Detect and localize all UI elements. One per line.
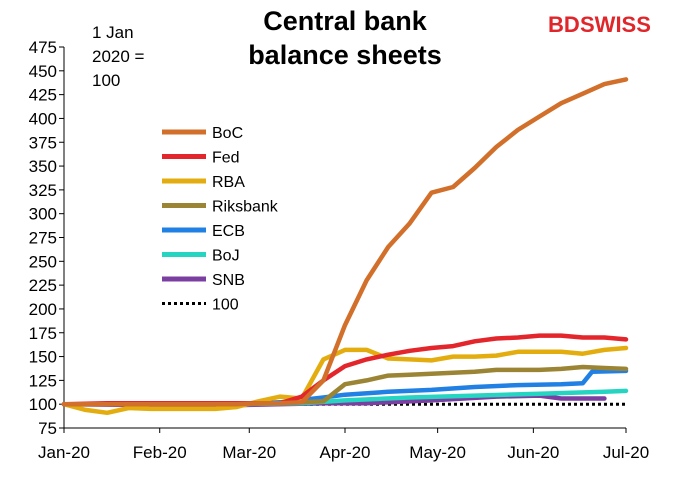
series-line-rba xyxy=(61,345,629,416)
legend-label-ecb: ECB xyxy=(212,223,245,240)
x-tick-label: Jul-20 xyxy=(603,443,649,462)
y-tick-label: 300 xyxy=(29,205,57,224)
legend-label-rba: RBA xyxy=(212,174,245,191)
y-tick-label: 250 xyxy=(29,252,57,271)
y-tick-label: 175 xyxy=(29,324,57,343)
y-tick-label: 75 xyxy=(38,419,57,438)
legend-label-snb: SNB xyxy=(212,272,245,289)
legend-label-boc: BoC xyxy=(212,125,243,142)
x-axis-ticks: Jan-20 Feb-20 Mar-20 Apr-20 May-20 Jun-20 Jul-… xyxy=(38,428,649,462)
y-tick-label: 100 xyxy=(29,395,57,414)
y-tick-label: 450 xyxy=(29,62,57,81)
chart-title-line-1: Central bank xyxy=(263,6,428,36)
legend-label-riksbank: Riksbank xyxy=(212,199,279,216)
y-tick-label: 125 xyxy=(29,371,57,390)
y-tick-label: 400 xyxy=(29,109,57,128)
y-tick-label: 475 xyxy=(29,38,57,57)
legend-label-fed: Fed xyxy=(212,150,240,167)
index-note-line-3: 100 xyxy=(92,71,120,90)
legend: BoC Fed RBA Riksbank ECB BoJ SNB 100 xyxy=(162,125,279,314)
y-tick-label: 275 xyxy=(29,229,57,248)
index-note-line-1: 1 Jan xyxy=(92,23,134,42)
chart-title-line-2: balance sheets xyxy=(248,40,442,70)
y-tick-label: 225 xyxy=(29,276,57,295)
x-tick-label: Jun-20 xyxy=(507,443,559,462)
brand-logo: BD SWISS xyxy=(548,12,651,37)
index-note-line-2: 2020 = xyxy=(92,47,145,66)
x-tick-label: Feb-20 xyxy=(133,443,187,462)
x-tick-label: Jan-20 xyxy=(38,443,90,462)
x-tick-label: Mar-20 xyxy=(222,443,276,462)
y-tick-label: 150 xyxy=(29,348,57,367)
brand-logo-swiss: SWISS xyxy=(580,12,651,37)
series-lines xyxy=(61,77,629,416)
x-tick-label: May-20 xyxy=(409,443,466,462)
brand-logo-bd: BD xyxy=(548,12,580,37)
y-tick-label: 425 xyxy=(29,86,57,105)
y-tick-label: 325 xyxy=(29,181,57,200)
legend-label-boj: BoJ xyxy=(212,248,240,265)
x-tick-label: Apr-20 xyxy=(319,443,370,462)
y-tick-label: 200 xyxy=(29,300,57,319)
y-axis-ticks: 75 100 125 150 175 200 225 250 275 300 325 350 375 40… xyxy=(29,38,64,438)
y-tick-label: 375 xyxy=(29,133,57,152)
y-tick-label: 350 xyxy=(29,157,57,176)
series-line-boc xyxy=(61,77,629,407)
legend-label-100: 100 xyxy=(212,297,239,314)
